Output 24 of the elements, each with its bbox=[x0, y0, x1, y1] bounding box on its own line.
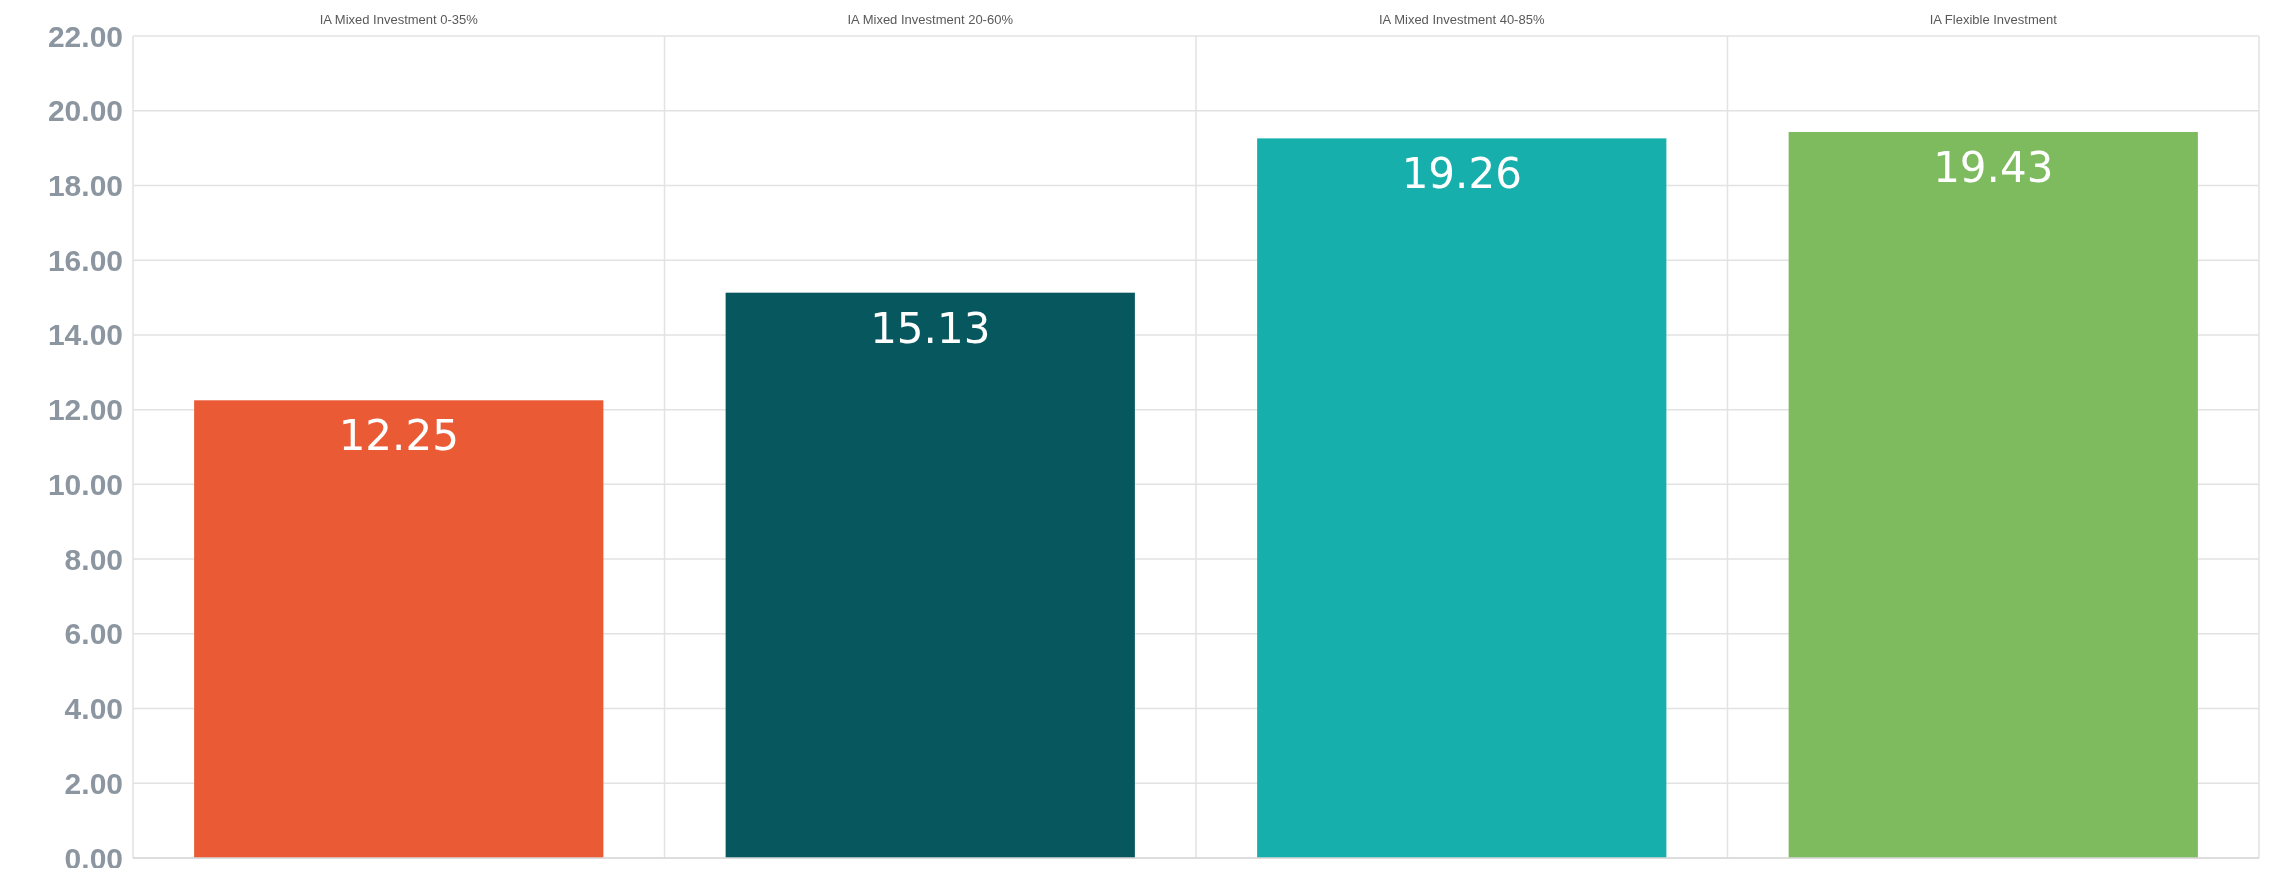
x-tick-label: IA Mixed Investment 20-60% bbox=[847, 12, 1014, 27]
x-tick-label: IA Mixed Investment 40-85% bbox=[1379, 12, 1545, 27]
y-tick-label: 16.00 bbox=[47, 243, 123, 277]
y-tick-label: 4.00 bbox=[64, 692, 123, 726]
y-tick-label: 18.00 bbox=[47, 168, 123, 202]
y-tick-label: 20.00 bbox=[47, 94, 123, 128]
x-tick-label: IA Flexible Investment bbox=[1929, 12, 2058, 27]
y-tick-label: 22.00 bbox=[47, 19, 123, 53]
bar bbox=[194, 400, 604, 858]
y-tick-label: 10.00 bbox=[47, 467, 123, 501]
y-tick-label: 8.00 bbox=[64, 542, 123, 576]
data-label: 12.25 bbox=[338, 411, 459, 461]
data-label: 15.13 bbox=[870, 303, 991, 353]
data-label: 19.43 bbox=[1933, 143, 2054, 193]
y-tick-label: 6.00 bbox=[64, 617, 123, 651]
data-label: 19.26 bbox=[1401, 149, 1522, 199]
y-tick-label: 2.00 bbox=[64, 766, 123, 800]
bar bbox=[1788, 132, 2198, 858]
bar bbox=[725, 292, 1135, 858]
bar bbox=[1257, 138, 1667, 858]
y-tick-label: 14.00 bbox=[47, 318, 123, 352]
y-tick-label: 12.00 bbox=[47, 393, 123, 427]
x-tick-label: IA Mixed Investment 0-35% bbox=[319, 12, 479, 27]
y-tick-label: 0.00 bbox=[64, 841, 123, 875]
